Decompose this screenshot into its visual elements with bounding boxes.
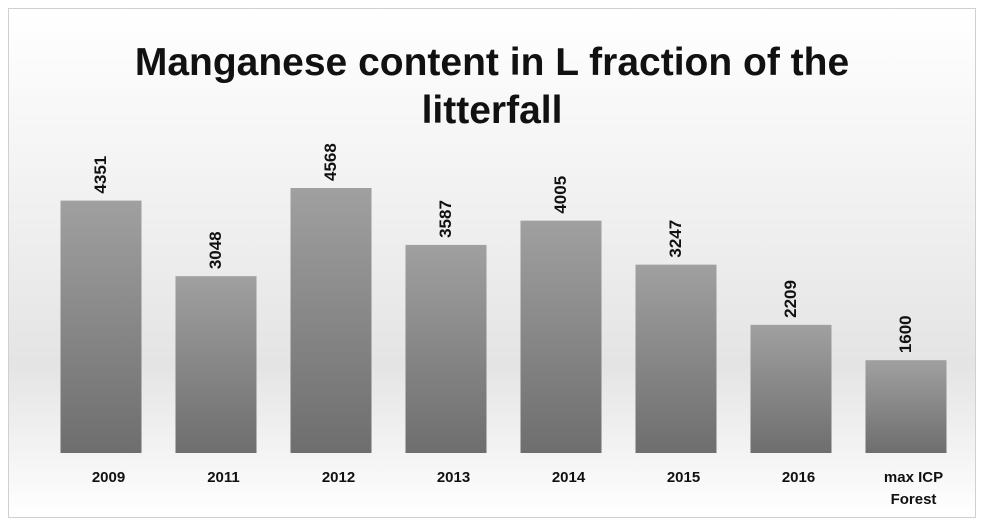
- plot: 4351 3048 4568 3587 4005 3247 2209 1600: [60, 143, 947, 453]
- x-tick-label: 2009: [91, 469, 126, 486]
- data-label: 4005: [551, 176, 570, 214]
- bar: [520, 220, 602, 453]
- chart: Manganese content in L fraction of the l…: [8, 8, 976, 518]
- data-label: 2209: [781, 280, 800, 318]
- data-label: 3587: [436, 200, 455, 238]
- bar: [635, 264, 717, 453]
- data-label: 4568: [321, 143, 340, 181]
- data-label: 4351: [91, 156, 110, 194]
- chart-title: Manganese content in L fraction of the l…: [134, 41, 850, 132]
- bar: [750, 324, 832, 453]
- x-tick-label: 2011: [207, 469, 240, 486]
- data-label: 1600: [896, 315, 915, 353]
- data-label: 3048: [206, 231, 225, 269]
- bar: [865, 360, 947, 453]
- x-tick-label: 2012: [321, 469, 356, 486]
- bar: [60, 200, 142, 453]
- x-tick-label: 2016: [781, 469, 816, 486]
- bar: [405, 244, 487, 453]
- x-tick-label: 2015: [666, 469, 701, 486]
- x-tick-label: max ICP Forest: [883, 469, 944, 508]
- bar: [175, 276, 257, 453]
- x-tick-label: 2014: [551, 469, 586, 486]
- data-label: 3247: [666, 220, 685, 258]
- x-tick-label: 2013: [436, 469, 471, 486]
- bar: [290, 188, 372, 453]
